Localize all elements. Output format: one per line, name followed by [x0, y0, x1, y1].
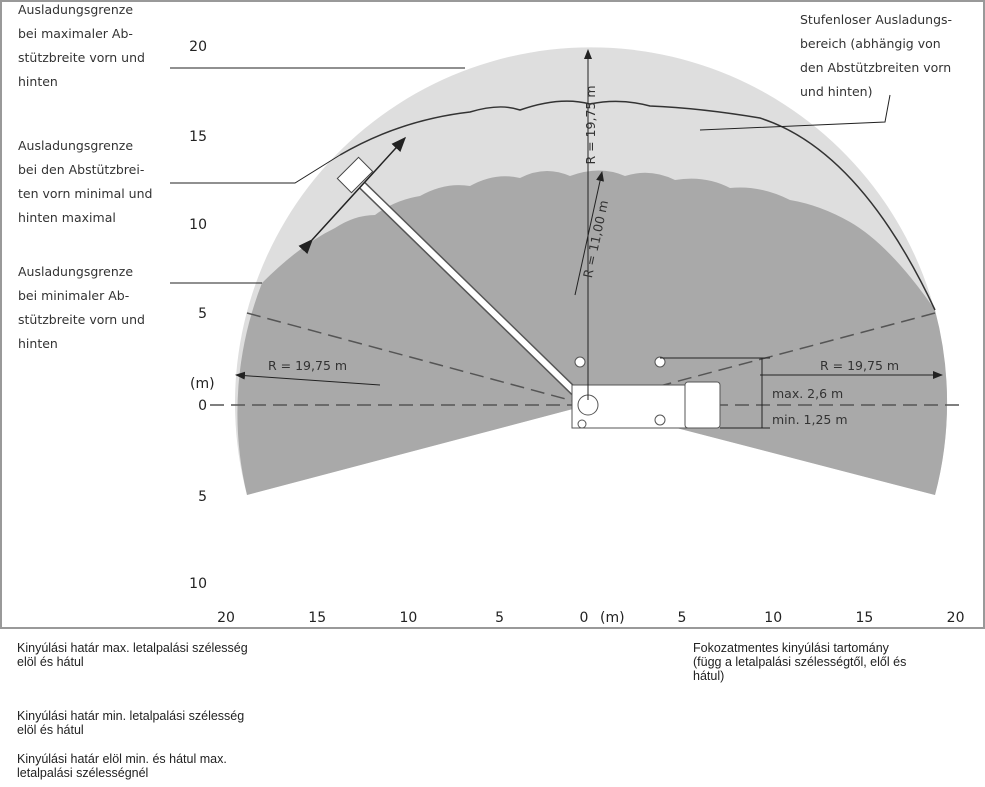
inner-range [237, 170, 948, 495]
y-tick-label: 5 [198, 306, 207, 322]
annotation: hinten [18, 336, 58, 351]
outrigger [577, 419, 587, 429]
translation: letalpalási szélességnél [17, 766, 148, 780]
annotation: stützbreite vorn und [18, 50, 145, 65]
translation: Kinyúlási határ min. letalpalási széless… [17, 709, 244, 723]
annotation: bei minimaler Ab- [18, 288, 129, 303]
x-unit: (m) [600, 610, 625, 626]
annotation: Ausladungsgrenze [18, 138, 133, 153]
annotation: bereich (abhängig von [800, 36, 941, 51]
vehicle [571, 356, 721, 429]
translation: elöl és hátul [17, 723, 84, 737]
annotation: hinten maximal [18, 210, 116, 225]
translation: (függ a letalpalási szélességtől, elől é… [693, 655, 906, 669]
annotation: bei maximaler Ab- [18, 26, 133, 41]
annotation: Ausladungsgrenze [18, 264, 133, 279]
annotation: Ausladungsgrenze [18, 2, 133, 17]
dim-label: R = 19,75 m [820, 358, 899, 373]
y-tick-label: 20 [189, 39, 207, 55]
x-tick-label: 10 [764, 610, 782, 626]
radius-arrow [574, 171, 604, 296]
support-dash [246, 312, 589, 406]
vehicle-cab [684, 381, 721, 429]
y-tick-label: 0 [198, 398, 207, 414]
leader [170, 154, 341, 184]
outrigger [654, 356, 666, 368]
y-tick-label: 10 [189, 217, 207, 233]
y-tick-label: 10 [189, 576, 207, 592]
x-tick-label: 5 [495, 610, 504, 626]
annotation: Stufenloser Ausladungs- [800, 12, 952, 27]
x-tick-label: 15 [308, 610, 326, 626]
limit-curve [339, 100, 936, 311]
y-tick-label: 5 [198, 489, 207, 505]
outrigger [654, 414, 666, 426]
annotation: hinten [18, 74, 58, 89]
x-tick-label: 5 [678, 610, 687, 626]
y-unit: (m) [190, 376, 215, 392]
annotation: ten vorn minimal und [18, 186, 152, 201]
frame [0, 0, 985, 629]
y-tick-label: 15 [189, 129, 207, 145]
translation: hátul) [693, 669, 724, 683]
x-tick-label: 20 [217, 610, 235, 626]
x-tick-label: 15 [855, 610, 873, 626]
translation: elöl és hátul [17, 655, 84, 669]
annotation: und hinten) [800, 84, 872, 99]
translation: Kinyúlási határ max. letalpalási széless… [17, 641, 248, 655]
reach-arrow [298, 136, 407, 255]
annotation: den Abstützbreiten vorn [800, 60, 951, 75]
dim-label: max. 2,6 m [772, 386, 843, 401]
x-tick-label: 0 [580, 610, 589, 626]
x-tick-label: 20 [947, 610, 965, 626]
annotation: stützbreite vorn und [18, 312, 145, 327]
dim-label: min. 1,25 m [772, 412, 848, 427]
dim-label: R = 19,75 m [268, 358, 347, 373]
translation: Kinyúlási határ elöl min. és hátul max. [17, 752, 227, 766]
radius-arrow [235, 371, 381, 386]
annotation: bei den Abstützbrei- [18, 162, 144, 177]
x-tick-label: 10 [399, 610, 417, 626]
outrigger [574, 356, 586, 368]
translation: Fokozatmentes kinyúlási tartomány [693, 641, 890, 655]
dim-label: R = 19,75 m [583, 85, 598, 164]
leader [699, 94, 891, 131]
